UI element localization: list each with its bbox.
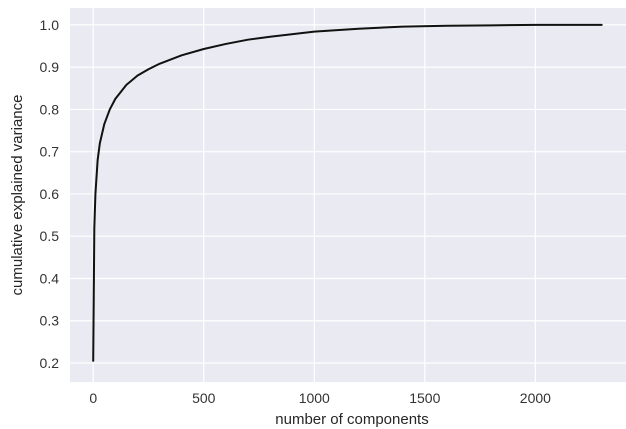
y-tick-label: 0.7 xyxy=(40,144,60,160)
y-tick-labels: 0.2 0.3 0.4 0.5 0.6 0.7 0.8 0.9 1.0 xyxy=(40,17,60,371)
y-tick-label: 0.6 xyxy=(40,186,60,202)
x-tick-label: 500 xyxy=(192,390,216,406)
y-tick-label: 1.0 xyxy=(40,17,60,33)
y-tick-label: 0.8 xyxy=(40,101,60,117)
y-tick-label: 0.3 xyxy=(40,313,60,329)
x-tick-labels: 0 500 1000 1500 2000 xyxy=(89,390,551,406)
plot-background xyxy=(70,8,626,382)
x-tick-label: 2000 xyxy=(520,390,551,406)
y-tick-label: 0.2 xyxy=(40,355,60,371)
y-tick-label: 0.5 xyxy=(40,228,60,244)
y-tick-label: 0.9 xyxy=(40,59,60,75)
x-axis-title: number of components xyxy=(275,411,428,428)
series-line xyxy=(92,23,603,362)
y-tick-label: 0.4 xyxy=(40,270,60,286)
y-axis-title: cumulative explained variance xyxy=(9,95,26,296)
x-tick-label: 1000 xyxy=(299,390,330,406)
x-tick-label: 1500 xyxy=(409,390,440,406)
x-tick-label: 0 xyxy=(89,390,97,406)
series-layer xyxy=(92,23,603,362)
y-gridlines xyxy=(70,24,626,364)
